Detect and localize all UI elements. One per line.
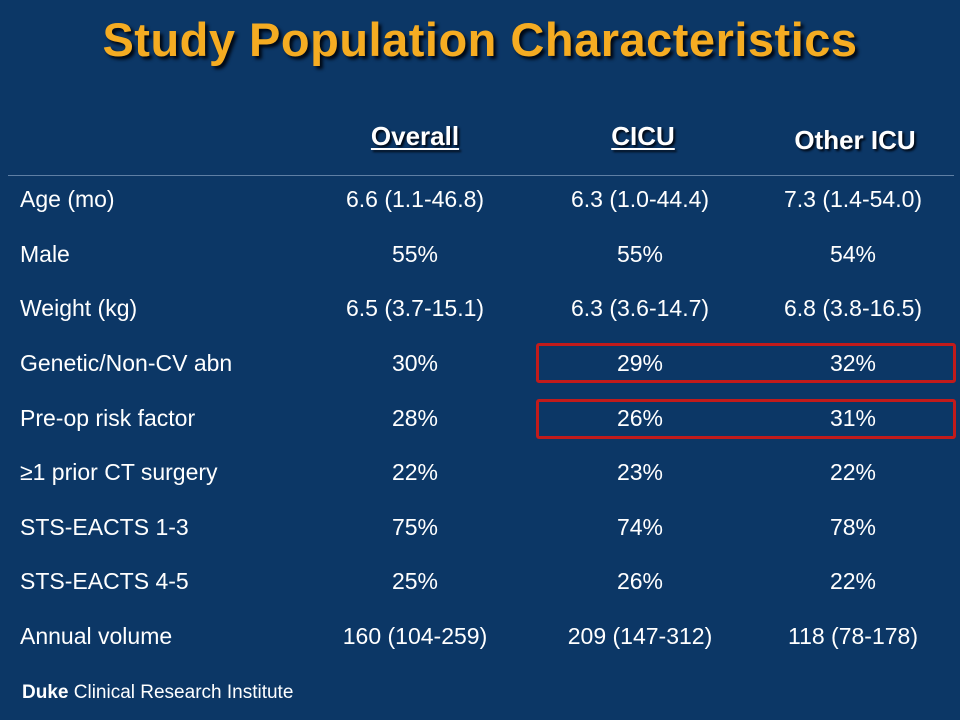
table-row: Pre-op risk factor 28% 26% 31%	[0, 398, 960, 438]
slide-title: Study Population Characteristics	[102, 13, 858, 66]
cell-overall: 75%	[391, 514, 439, 540]
row-label: Pre-op risk factor	[20, 405, 196, 431]
cell-overall: 22%	[391, 459, 439, 485]
cell-overall: 55%	[391, 241, 439, 267]
table-row: STS-EACTS 4-5 25% 26% 22%	[0, 561, 960, 601]
cell-other-icu: 22%	[829, 568, 877, 594]
footer-text: Clinical Research Institute	[73, 682, 294, 703]
table-row: ≥1 prior CT surgery 22% 23% 22%	[0, 452, 960, 492]
cell-cicu: 23%	[616, 459, 664, 485]
row-label: ≥1 prior CT surgery	[20, 459, 218, 485]
row-label: Genetic/Non-CV abn	[20, 350, 233, 376]
table-row: Genetic/Non-CV abn 30% 29% 32%	[0, 343, 960, 383]
cell-cicu: 29%	[616, 350, 664, 376]
table-row: Weight (kg) 6.5 (3.7-15.1) 6.3 (3.6-14.7…	[0, 288, 960, 328]
cell-overall: 30%	[391, 350, 439, 376]
row-label: Weight (kg)	[20, 295, 138, 321]
row-label: Male	[20, 241, 70, 267]
cell-cicu: 55%	[616, 241, 664, 267]
column-header-overall: Overall	[370, 121, 460, 151]
cell-other-icu: 6.8 (3.8-16.5)	[783, 295, 923, 321]
column-header-other-icu: Other ICU	[794, 125, 916, 155]
cell-cicu: 209 (147-312)	[567, 623, 713, 649]
cell-other-icu: 31%	[829, 405, 877, 431]
cell-other-icu: 54%	[829, 241, 877, 267]
cell-other-icu: 32%	[829, 350, 877, 376]
footer-brand: Duke	[22, 682, 69, 703]
cell-other-icu: 78%	[829, 514, 877, 540]
row-label: Age (mo)	[20, 186, 115, 212]
cell-overall: 25%	[391, 568, 439, 594]
cell-other-icu: 22%	[829, 459, 877, 485]
cell-overall: 6.5 (3.7-15.1)	[345, 295, 485, 321]
footer-logo: Duke Clinical Research Institute	[22, 682, 293, 704]
cell-cicu: 6.3 (3.6-14.7)	[570, 295, 710, 321]
header-divider	[8, 175, 954, 176]
table-header: Overall CICU Other ICU	[0, 121, 960, 167]
cell-overall: 6.6 (1.1-46.8)	[345, 186, 485, 212]
column-header-cicu: CICU	[611, 121, 675, 151]
cell-cicu: 26%	[616, 405, 664, 431]
cell-cicu: 26%	[616, 568, 664, 594]
cell-overall: 28%	[391, 405, 439, 431]
table-row: Age (mo) 6.6 (1.1-46.8) 6.3 (1.0-44.4) 7…	[0, 179, 960, 219]
cell-other-icu: 7.3 (1.4-54.0)	[783, 186, 923, 212]
table-row: STS-EACTS 1-3 75% 74% 78%	[0, 507, 960, 547]
row-label: STS-EACTS 1-3	[20, 514, 189, 540]
row-label: Annual volume	[20, 623, 173, 649]
cell-other-icu: 118 (78-178)	[788, 623, 918, 649]
table-row: Male 55% 55% 54%	[0, 234, 960, 274]
row-label: STS-EACTS 4-5	[20, 568, 189, 594]
cell-overall: 160 (104-259)	[342, 623, 488, 649]
table-row: Annual volume 160 (104-259) 209 (147-312…	[0, 616, 960, 656]
cell-cicu: 6.3 (1.0-44.4)	[570, 186, 710, 212]
cell-cicu: 74%	[616, 514, 664, 540]
